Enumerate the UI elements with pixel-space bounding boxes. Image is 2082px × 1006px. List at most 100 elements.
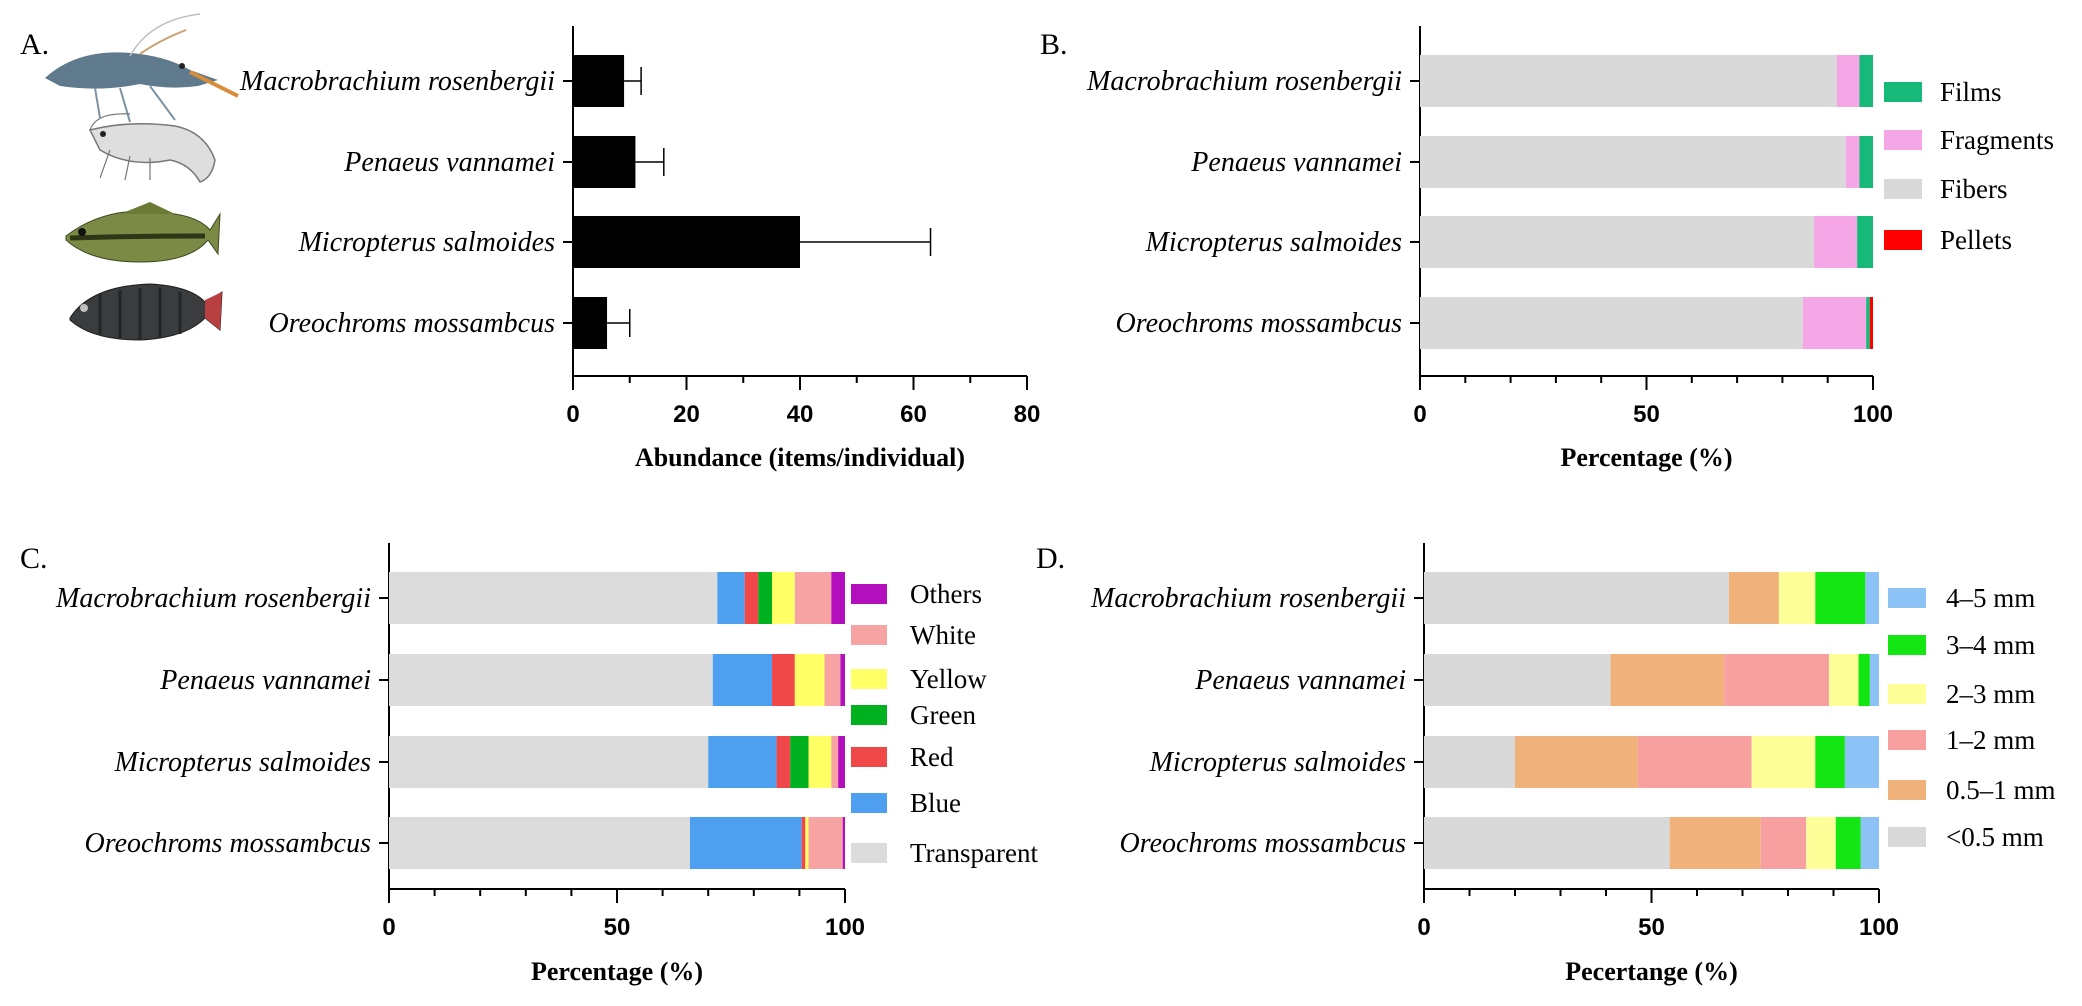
bar-segment	[689, 817, 802, 869]
legend-swatch	[1888, 635, 1926, 655]
tilapia-fish-icon	[69, 283, 223, 341]
bar-segment	[1844, 736, 1879, 788]
legend-label: Yellow	[910, 664, 987, 694]
bar	[573, 55, 625, 107]
legend-swatch	[851, 843, 887, 863]
bar-segment	[1420, 216, 1815, 268]
bar-segment	[840, 654, 845, 706]
legend-swatch	[1888, 780, 1926, 800]
legend-label: Others	[910, 579, 982, 609]
x-axis-title: Abundance (items/individual)	[635, 443, 965, 472]
y-tick-label: Micropterus salmoides	[114, 747, 371, 778]
bar-segment	[1835, 817, 1861, 869]
bar-segment	[1802, 297, 1867, 349]
legend-swatch	[1888, 730, 1926, 750]
shrimp-icon	[45, 13, 239, 123]
y-tick-label: Penaeus vannamei	[343, 147, 555, 178]
bar-segment	[831, 736, 839, 788]
y-tick-label: Macrobrachium rosenbergii	[1086, 66, 1402, 97]
y-tick-label: Micropterus salmoides	[1145, 227, 1402, 258]
bar-segment	[776, 736, 791, 788]
bar-segment	[712, 654, 773, 706]
x-tick-label: 100	[1859, 914, 1899, 941]
y-tick-label: Penaeus vannamei	[1194, 665, 1406, 696]
bar-segment	[772, 572, 795, 624]
bar-segment	[772, 654, 795, 706]
x-tick-label: 20	[673, 401, 700, 428]
y-tick-label: Micropterus salmoides	[1149, 747, 1406, 778]
bar-segment	[1806, 817, 1836, 869]
x-axis-title: Pecertange (%)	[1565, 957, 1738, 986]
x-axis-title: Percentage (%)	[531, 957, 703, 986]
legend-label: Fibers	[1940, 174, 2008, 204]
x-tick-label: 60	[900, 401, 927, 428]
bar-segment	[794, 572, 832, 624]
bar-segment	[838, 736, 845, 788]
bar-segment	[1860, 817, 1879, 869]
legend-label: 3–4 mm	[1946, 630, 2035, 660]
bar-segment	[1424, 572, 1729, 624]
bar-segment	[389, 572, 718, 624]
y-tick-label: Oreochroms mossambcus	[85, 828, 372, 859]
x-tick-label: 100	[825, 914, 865, 941]
bar-segment	[1859, 136, 1873, 188]
bar-segment	[831, 572, 845, 624]
bar-segment	[808, 736, 832, 788]
legend-label: 1–2 mm	[1946, 725, 2035, 755]
legend-label: Red	[910, 742, 954, 772]
panel-c: C.Macrobrachium rosenbergii Penaeus vanna…	[20, 542, 1038, 986]
bar-segment	[1845, 136, 1860, 188]
legend-swatch	[851, 669, 887, 689]
bar-segment	[1869, 654, 1879, 706]
bar-segment	[1760, 817, 1807, 869]
legend-label: 0.5–1 mm	[1946, 775, 2056, 805]
bar-segment	[1424, 654, 1611, 706]
bar-segment	[808, 817, 843, 869]
bar-segment	[1815, 736, 1845, 788]
bar-segment	[1869, 297, 1873, 349]
y-tick-label: Penaeus vannamei	[1190, 147, 1402, 178]
x-tick-label: 0	[566, 401, 579, 428]
bar-segment	[1424, 817, 1670, 869]
legend-swatch	[851, 584, 887, 604]
legend-swatch	[851, 793, 887, 813]
legend-label: 4–5 mm	[1946, 583, 2035, 613]
bar-segment	[1420, 55, 1837, 107]
bar	[573, 216, 800, 268]
bar-segment	[1778, 572, 1816, 624]
legend-label: Films	[1940, 77, 2002, 107]
legend-swatch	[1884, 130, 1922, 150]
bar	[573, 136, 636, 188]
x-tick-label: 0	[382, 914, 395, 941]
bar	[573, 297, 608, 349]
legend-swatch	[1888, 827, 1926, 847]
legend-swatch	[1884, 230, 1922, 250]
x-tick-label: 100	[1853, 401, 1893, 428]
bar-segment	[389, 736, 709, 788]
bar-segment	[801, 817, 806, 869]
legend-swatch	[851, 705, 887, 725]
bar-segment	[1858, 654, 1870, 706]
panel-label: D.	[1036, 542, 1065, 575]
legend-swatch	[1888, 684, 1926, 704]
legend-swatch	[851, 747, 887, 767]
bar-segment	[1836, 55, 1860, 107]
bar-segment	[1610, 654, 1725, 706]
bar-segment	[717, 572, 745, 624]
bar-segment	[1814, 216, 1858, 268]
bar-segment	[1420, 136, 1846, 188]
legend-swatch	[1888, 588, 1926, 608]
legend-swatch	[1884, 82, 1922, 102]
legend-label: Green	[910, 700, 976, 730]
y-tick-label: Oreochroms mossambcus	[1116, 308, 1403, 339]
x-tick-label: 50	[604, 914, 631, 941]
x-tick-label: 50	[1638, 914, 1665, 941]
bar-segment	[1866, 297, 1870, 349]
x-axis-title: Percentage (%)	[1560, 443, 1732, 472]
legend-swatch	[1884, 179, 1922, 199]
bar-segment	[1637, 736, 1752, 788]
legend-label: White	[910, 620, 976, 650]
bar-segment	[1859, 55, 1873, 107]
panel-a: A. Macrobrachium rosenbergii Penaeus vanna…	[20, 26, 1040, 472]
panel-label: A.	[20, 28, 49, 61]
